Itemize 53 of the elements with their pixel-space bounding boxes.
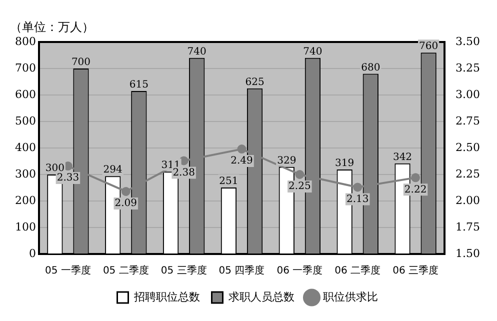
y2-tick-label: 1.50 (456, 246, 480, 260)
data-label: 2.25 (288, 181, 311, 192)
y2-tick-label: 2.75 (456, 114, 480, 128)
y2-tick-label: 3.25 (456, 61, 480, 74)
data-label: 2.22 (404, 184, 427, 196)
y-tick-label: 100 (14, 220, 36, 234)
x-tick-label: 05 二季度 (102, 264, 149, 277)
y-tick-label: 600 (14, 88, 36, 101)
data-label: 760 (419, 41, 438, 52)
point (411, 173, 420, 182)
data-label: 2.33 (56, 172, 80, 184)
data-label: 294 (103, 164, 122, 176)
y-tick-label: 500 (14, 114, 36, 128)
point (237, 144, 246, 154)
data-label: 329 (277, 155, 296, 166)
data-label: 251 (219, 176, 238, 188)
point (295, 170, 304, 179)
data-label: 680 (361, 62, 380, 74)
point (121, 186, 130, 196)
data-label: 319 (335, 158, 354, 170)
x-tick-label: 06 三季度 (392, 264, 438, 277)
y-axis-title: （单位：万人） (10, 20, 94, 34)
y-tick-label: 400 (14, 140, 36, 154)
y2-tick-label: 2.00 (456, 194, 480, 207)
y2-tick-label: 2.50 (456, 140, 480, 154)
y-tick-label: 0 (28, 246, 36, 260)
x-tick-label: 05 一季度 (45, 264, 91, 277)
y2-tick-label: 3.00 (456, 88, 480, 101)
legend-label: 求职人员总数 (228, 290, 294, 304)
data-label: 615 (129, 80, 148, 91)
legend-label: 招聘职位总数 (132, 290, 200, 304)
data-label: 342 (392, 152, 412, 163)
data-label: 740 (303, 46, 322, 58)
data-label: 2.49 (230, 156, 253, 167)
data-label: 300 (45, 163, 64, 174)
data-label: 740 (187, 46, 206, 58)
x-tick-label: 05 三季度 (160, 264, 207, 277)
y2-tick-label: 1.75 (456, 220, 480, 234)
x-tick-label: 06 二季度 (334, 264, 381, 277)
y-tick-label: 800 (14, 34, 36, 48)
data-label: 700 (71, 57, 91, 68)
data-label: 2.09 (114, 198, 138, 210)
x-tick-label: 05 四季度 (218, 264, 265, 277)
y-tick-label: 700 (14, 61, 36, 74)
data-label: 625 (245, 76, 264, 88)
y2-tick-label: 3.50 (456, 34, 480, 48)
point (353, 182, 362, 192)
x-tick-label: 06 一季度 (276, 264, 323, 277)
data-label: 2.13 (346, 194, 369, 205)
y-tick-label: 200 (14, 194, 36, 207)
legend-label: 职位供求比 (322, 290, 378, 304)
y-tick-label: 300 (14, 167, 36, 180)
y2-tick-label: 2.25 (456, 167, 480, 180)
